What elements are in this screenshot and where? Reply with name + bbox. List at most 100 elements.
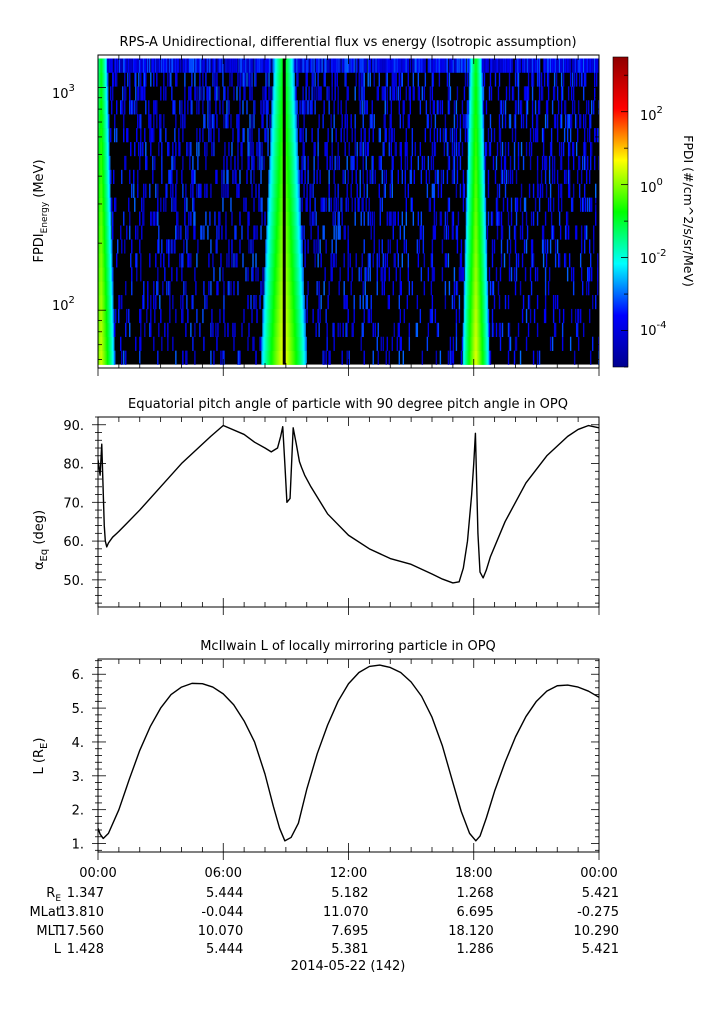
spectrogram-cell [540, 72, 543, 87]
spectrogram-cell [277, 225, 279, 240]
spectrogram-cell [153, 72, 155, 87]
spectrogram-cell [471, 128, 474, 143]
spectrogram-cell [105, 308, 107, 324]
spectrogram-cell [526, 58, 529, 73]
spectrogram-cell [279, 155, 281, 171]
spectrogram-cell [184, 197, 186, 212]
spectrogram-cell [576, 128, 579, 143]
spectrogram-cell [272, 267, 274, 282]
spectrogram-cell [174, 58, 176, 73]
spectrogram-cell [486, 322, 489, 338]
spectrogram-cell [414, 141, 417, 157]
spectrogram-cell [171, 267, 173, 282]
spectrogram-cell [523, 197, 526, 212]
spectrogram-cell [545, 253, 548, 268]
spectrogram-cell [313, 211, 315, 226]
spectrogram-cell [380, 267, 382, 282]
spectrogram-cell [488, 141, 491, 157]
spectrogram-cell [557, 58, 560, 73]
spectrogram-cell [462, 197, 465, 212]
spectrogram-cell [479, 197, 482, 212]
spectrogram-cell [197, 58, 199, 73]
date-label: 2014-05-22 (142) [291, 959, 406, 974]
spectrogram-cell [101, 322, 103, 338]
spectrogram-cell [280, 86, 282, 101]
spectrogram-cell [464, 294, 467, 310]
spectrogram-cell [442, 169, 445, 185]
spectrogram-cell [376, 281, 378, 296]
spectrogram-cell [108, 114, 110, 129]
spectrogram-cell [273, 239, 275, 254]
spectrogram-cell [419, 308, 422, 324]
spectrogram-cell [102, 183, 104, 198]
spectrogram-cell [362, 322, 364, 338]
spectrogram-cell [408, 86, 411, 101]
spectrogram-cell [351, 322, 353, 338]
spectrogram-cell [441, 58, 444, 73]
spectrogram-cell [364, 128, 366, 143]
spectrogram-cell [459, 58, 462, 73]
spectrogram-cell [192, 197, 194, 212]
spectrogram-cell [551, 58, 554, 73]
spectrogram-cell [584, 141, 587, 157]
spectrogram-cell [477, 197, 480, 212]
spectrogram-cell [139, 58, 141, 73]
spectrogram-cell [430, 155, 433, 171]
spectrogram-cell [322, 225, 324, 240]
spectrogram-cell [297, 169, 299, 185]
spectrogram-cell [335, 253, 337, 268]
spectrogram-cell [275, 114, 277, 129]
spectrogram-cell [313, 141, 315, 157]
spectrogram-cell [286, 322, 288, 338]
spectrogram-cell [349, 58, 351, 73]
spectrogram-cell [339, 322, 341, 338]
spectrogram-cell [273, 197, 275, 212]
spectrogram-cell [347, 197, 349, 212]
spectrogram-cell [537, 58, 540, 73]
spectrogram-cell [420, 267, 423, 282]
spectrogram-cell [281, 281, 283, 296]
spectrogram-cell [105, 336, 107, 351]
spectrogram-cell [437, 183, 440, 198]
spectrogram-cell [240, 58, 242, 73]
spectrogram-cell [103, 281, 105, 296]
spectrogram-cell [120, 58, 122, 73]
spectrogram-cell [449, 350, 452, 365]
spectrogram-cell [474, 183, 477, 198]
spectrogram-cell [213, 58, 215, 73]
spectrogram-cell [505, 86, 508, 101]
spectrogram-cell [402, 350, 405, 365]
spectrogram-cell [204, 114, 206, 129]
spectrogram-cell [449, 86, 452, 101]
spectrogram-cell [390, 114, 392, 129]
spectrogram-cell [125, 155, 127, 171]
spectrogram-cell [530, 141, 533, 157]
spectrogram-cell [102, 128, 104, 143]
spectrogram-cell [109, 183, 111, 198]
spectrogram-cell [297, 197, 299, 212]
spectrogram-cell [597, 253, 599, 268]
spectrogram-cell [481, 197, 484, 212]
spectrogram-cell [466, 336, 469, 351]
spectrogram-cell [426, 183, 429, 198]
spectrogram-cell [473, 322, 476, 338]
spectrogram-cell [103, 253, 105, 268]
spectrogram-cell [392, 225, 394, 240]
spectrogram-cell [225, 225, 227, 240]
spectrogram-cell [294, 294, 296, 310]
spectrogram-cell [316, 281, 318, 296]
spectrogram-cell [361, 86, 363, 101]
spectrogram-cell [461, 267, 464, 282]
spectrogram-cell [264, 336, 266, 351]
spectrogram-cell [275, 281, 277, 296]
spectrogram-cell [395, 141, 397, 157]
spectrogram-cell [594, 211, 597, 226]
spectrogram-cell [473, 183, 476, 198]
spectrogram-cell [236, 86, 238, 101]
spectrogram-cell [384, 100, 386, 115]
spectrogram-cell [227, 281, 229, 296]
spectrogram-cell [108, 308, 110, 324]
spectrogram-cell [403, 58, 406, 73]
spectrogram-cell [181, 100, 183, 115]
spectrogram-cell [478, 267, 481, 282]
